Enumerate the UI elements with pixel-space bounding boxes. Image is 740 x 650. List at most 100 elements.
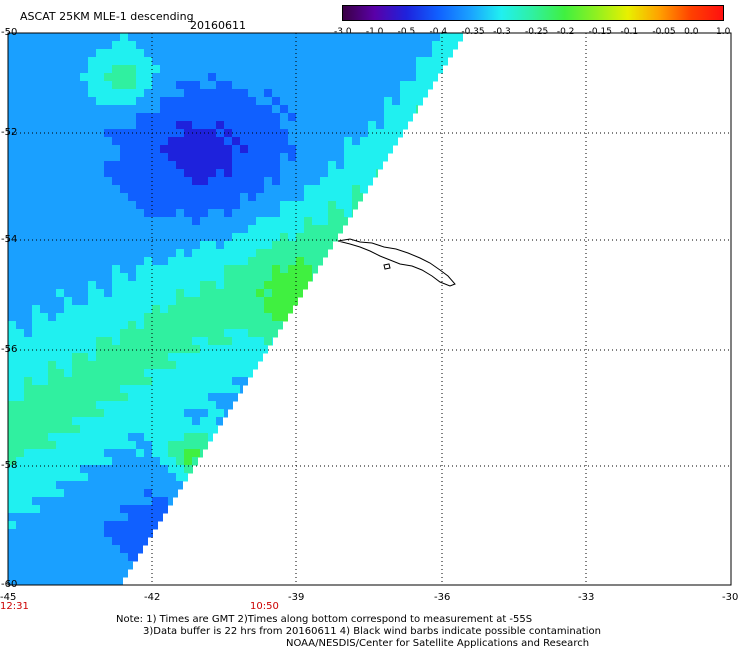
swath-cell bbox=[168, 353, 177, 362]
swath-cell bbox=[320, 169, 329, 178]
swath-cell bbox=[88, 145, 97, 154]
swath-cell bbox=[304, 281, 308, 290]
swath-cell bbox=[64, 497, 73, 506]
swath-cell bbox=[232, 353, 241, 362]
swath-cell bbox=[272, 241, 281, 250]
swath-cell bbox=[96, 265, 105, 274]
swath-cell bbox=[96, 49, 105, 58]
swath-cell bbox=[8, 185, 17, 194]
swath-cell bbox=[424, 81, 433, 90]
swath-cell bbox=[392, 137, 398, 146]
swath-cell bbox=[208, 289, 217, 298]
swath-cell bbox=[352, 193, 361, 202]
swath-cell bbox=[64, 137, 73, 146]
color-scale-label: -0.1 bbox=[620, 27, 639, 37]
swath-cell bbox=[248, 209, 257, 218]
swath-cell bbox=[144, 305, 153, 314]
swath-cell bbox=[24, 337, 33, 346]
swath-cell bbox=[192, 57, 201, 66]
swath-cell bbox=[128, 89, 137, 98]
swath-cell bbox=[192, 457, 198, 466]
swath-cell bbox=[136, 313, 145, 322]
swath-cell bbox=[8, 513, 17, 522]
swath-cell bbox=[200, 345, 209, 354]
swath-cell bbox=[176, 417, 185, 426]
swath-cell bbox=[232, 241, 241, 250]
swath-cell bbox=[40, 505, 49, 514]
swath-cell bbox=[368, 153, 377, 162]
swath-cell bbox=[248, 321, 257, 330]
swath-cell bbox=[168, 49, 177, 58]
swath-cell bbox=[32, 121, 41, 130]
swath-cell bbox=[216, 89, 225, 98]
swath-cell bbox=[104, 369, 113, 378]
swath-cell bbox=[296, 57, 305, 66]
swath-cell bbox=[176, 281, 185, 290]
swath-cell bbox=[120, 505, 129, 514]
swath-cell bbox=[88, 65, 97, 74]
swath-cell bbox=[104, 425, 113, 434]
swath-cell bbox=[184, 353, 193, 362]
swath-cell bbox=[144, 201, 153, 210]
swath-cell bbox=[72, 121, 81, 130]
swath-cell bbox=[104, 441, 113, 450]
swath-cell bbox=[224, 193, 233, 202]
swath-cell bbox=[144, 433, 153, 442]
swath-cell bbox=[48, 401, 57, 410]
swath-cell bbox=[280, 233, 289, 242]
swath-cell bbox=[152, 449, 161, 458]
swath-cell bbox=[256, 257, 265, 266]
swath-cell bbox=[104, 409, 113, 418]
swath-cell bbox=[376, 57, 385, 66]
swath-cell bbox=[32, 65, 41, 74]
swath-cell bbox=[400, 41, 409, 50]
swath-cell bbox=[256, 121, 265, 130]
swath-cell bbox=[40, 161, 49, 170]
swath-cell bbox=[240, 105, 249, 114]
swath-cell bbox=[184, 361, 193, 370]
swath-cell bbox=[232, 321, 241, 330]
swath-cell bbox=[40, 321, 49, 330]
swath-cell bbox=[8, 169, 17, 178]
swath-cell bbox=[40, 153, 49, 162]
swath-cell bbox=[152, 241, 161, 250]
swath-cell bbox=[328, 161, 337, 170]
swath-cell bbox=[24, 393, 33, 402]
swath-cell bbox=[24, 465, 33, 474]
swath-cell bbox=[32, 457, 41, 466]
swath-cell bbox=[144, 193, 153, 202]
swath-cell bbox=[32, 417, 41, 426]
swath-cell bbox=[120, 345, 129, 354]
swath-cell bbox=[232, 329, 241, 338]
swath-cell bbox=[56, 105, 65, 114]
swath-cell bbox=[48, 529, 57, 538]
swath-cell bbox=[224, 345, 233, 354]
swath-cell bbox=[72, 305, 81, 314]
swath-cell bbox=[104, 281, 113, 290]
swath-cell bbox=[88, 297, 97, 306]
swath-cell bbox=[40, 257, 49, 266]
swath-cell bbox=[16, 209, 25, 218]
swath-cell bbox=[168, 401, 177, 410]
swath-cell bbox=[64, 513, 73, 522]
swath-cell bbox=[280, 289, 289, 298]
swath-cell bbox=[88, 425, 97, 434]
swath-cell bbox=[144, 241, 153, 250]
swath-cell bbox=[352, 137, 361, 146]
swath-cell bbox=[24, 289, 33, 298]
swath-cell bbox=[40, 393, 49, 402]
swath-cell bbox=[8, 481, 17, 490]
swath-cell bbox=[240, 97, 249, 106]
swath-cell bbox=[128, 161, 137, 170]
swath-cell bbox=[32, 361, 41, 370]
swath-cell bbox=[8, 257, 17, 266]
swath-cell bbox=[136, 353, 145, 362]
swath-cell bbox=[272, 89, 281, 98]
swath-cell bbox=[352, 169, 361, 178]
swath-cell bbox=[104, 57, 113, 66]
swath-cell bbox=[208, 169, 217, 178]
swath-cell bbox=[336, 89, 345, 98]
swath-cell bbox=[224, 409, 228, 418]
swath-cell bbox=[328, 105, 337, 114]
swath-cell bbox=[336, 161, 345, 170]
